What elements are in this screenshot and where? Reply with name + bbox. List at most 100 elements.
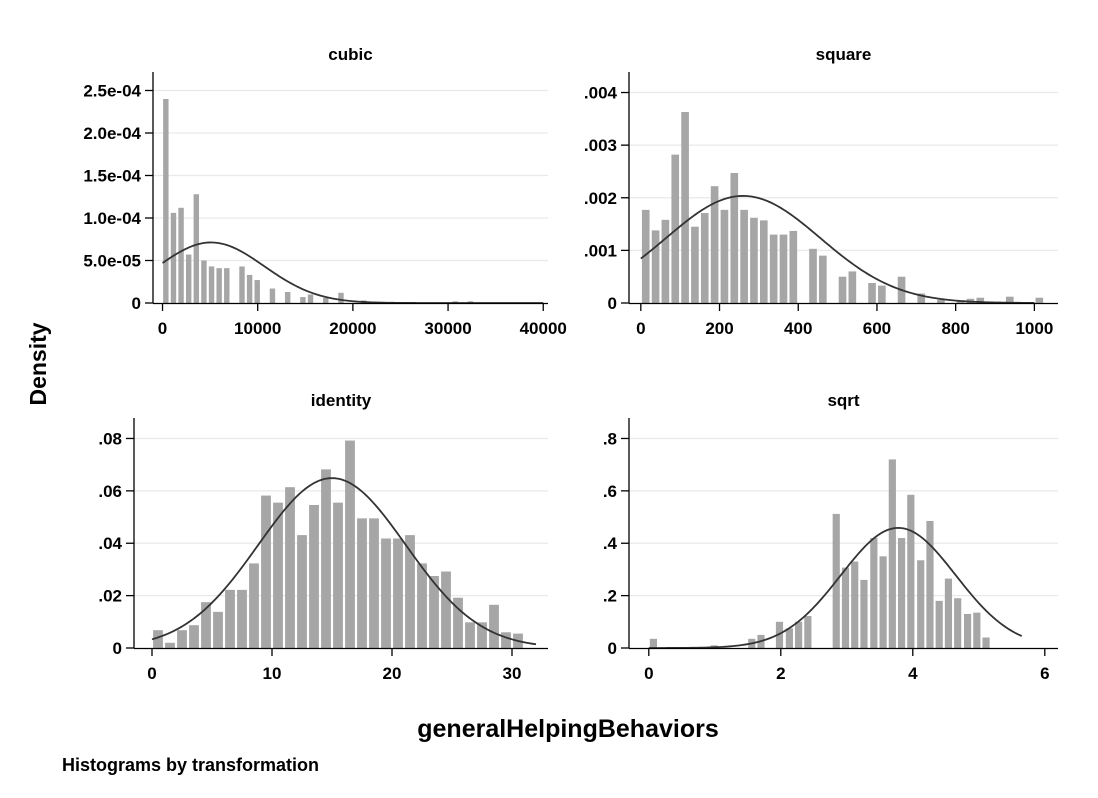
histogram-bar (944, 578, 953, 648)
normal-density-curve (151, 477, 537, 646)
y-tick-label: .08 (98, 429, 122, 448)
histogram-bar (357, 518, 367, 648)
x-tick-label: 10000 (234, 319, 281, 338)
histogram-bar (165, 642, 175, 648)
histogram-bar (671, 154, 680, 303)
histogram-bar (779, 234, 788, 303)
x-tick-label: 0 (636, 319, 645, 338)
histogram-bar (193, 194, 200, 303)
y-tick-label: .6 (603, 482, 617, 501)
histogram-bar (789, 230, 798, 303)
histogram-bar (254, 280, 260, 303)
histogram-bar (441, 571, 451, 648)
histogram-bar (730, 173, 739, 303)
histogram-bar (297, 535, 307, 648)
x-tick-label: 400 (784, 319, 812, 338)
histogram-bar (878, 285, 886, 303)
histogram-bar (177, 630, 187, 648)
figure-note: Histograms by transformation (62, 755, 319, 775)
y-tick-label: .8 (603, 429, 617, 448)
y-tick-label: .004 (584, 84, 618, 103)
x-tick-label: 0 (147, 664, 156, 683)
histogram-bar (809, 248, 817, 303)
histogram-bar (201, 260, 207, 303)
histogram-bar (819, 255, 827, 303)
y-tick-label: 0 (132, 294, 141, 313)
histogram-bar (381, 538, 391, 648)
histogram-bar (178, 207, 184, 303)
x-tick-label: 0 (158, 319, 167, 338)
histogram-bar (870, 538, 878, 648)
histogram-bar (237, 589, 247, 648)
x-tick-label: 4 (908, 664, 918, 683)
histogram-bar (300, 297, 306, 303)
histogram-bar (309, 505, 319, 648)
histogram-bar (465, 622, 475, 648)
y-tick-label: .003 (584, 136, 617, 155)
x-tick-label: 0 (644, 664, 653, 683)
histogram-bar (917, 293, 926, 303)
x-tick-label: 20 (383, 664, 402, 683)
y-axis-title: Density (25, 322, 51, 405)
y-tick-label: 1.0e-04 (83, 209, 141, 228)
y-tick-label: .002 (584, 189, 617, 208)
histogram-bar (208, 266, 215, 303)
histogram-bar (284, 291, 291, 303)
histogram-bar (973, 612, 981, 648)
panel-cubic: cubic 0 5.0e-05 1.0e-04 1.5e-04 2.0e-04 2.5e-0… (83, 45, 567, 338)
y-tick-label: 2.5e-04 (83, 82, 141, 101)
histogram-bar (917, 560, 925, 648)
histogram-bar (838, 276, 847, 303)
histogram-bar (201, 602, 211, 648)
histogram-bar (453, 597, 463, 648)
normal-density-curve (648, 526, 1023, 649)
histogram-bar (261, 495, 271, 648)
histogram-bar (860, 579, 868, 648)
histogram-bar (935, 600, 943, 648)
y-tick-label: .02 (98, 587, 122, 606)
histogram-bar (982, 637, 990, 648)
y-tick-label: .04 (98, 534, 122, 553)
x-tick-label: 200 (705, 319, 733, 338)
histogram-bar (963, 613, 972, 648)
histogram-bar (405, 535, 415, 648)
x-tick-label: 40000 (520, 319, 567, 338)
normal-density-curve (640, 195, 1035, 304)
histogram-bar (249, 563, 259, 648)
histogram-bar (269, 288, 276, 303)
histogram-bar (246, 274, 253, 303)
histogram-bar (163, 99, 169, 303)
y-tick-label: 5.0e-05 (83, 252, 141, 271)
histogram-bar (338, 292, 344, 303)
histogram-bar (700, 213, 709, 303)
histogram-bar (759, 220, 768, 303)
histogram-bar (153, 630, 163, 648)
histogram-bar (720, 209, 729, 303)
histogram-bar (868, 283, 876, 303)
histogram-bar (321, 469, 331, 648)
y-tick-label: .2 (603, 587, 617, 606)
histogram-bar (769, 234, 778, 303)
histogram-bar (477, 622, 487, 648)
panel-identity: identity 0 .02 .04 .06 .08 0 10 20 30 (98, 391, 548, 683)
histogram-bar (888, 459, 896, 648)
histogram-bar (681, 111, 689, 303)
histogram-bar (651, 230, 660, 303)
histogram-bar (848, 271, 857, 303)
histogram-bar (954, 598, 962, 648)
histogram-bar (804, 616, 812, 648)
panel-title: square (816, 45, 872, 64)
histogram-bar (170, 212, 177, 303)
histogram-bar (1035, 297, 1044, 303)
histogram-bar (501, 632, 511, 648)
histogram-bar (937, 299, 945, 303)
histogram-bar (907, 494, 915, 648)
x-tick-label: 6 (1040, 664, 1049, 683)
histogram-bar (213, 611, 223, 648)
histogram-bar (333, 502, 343, 648)
histogram-bar (795, 621, 803, 648)
y-tick-label: 0 (113, 639, 122, 658)
histogram-bar (785, 628, 793, 648)
x-tick-label: 20000 (329, 319, 376, 338)
